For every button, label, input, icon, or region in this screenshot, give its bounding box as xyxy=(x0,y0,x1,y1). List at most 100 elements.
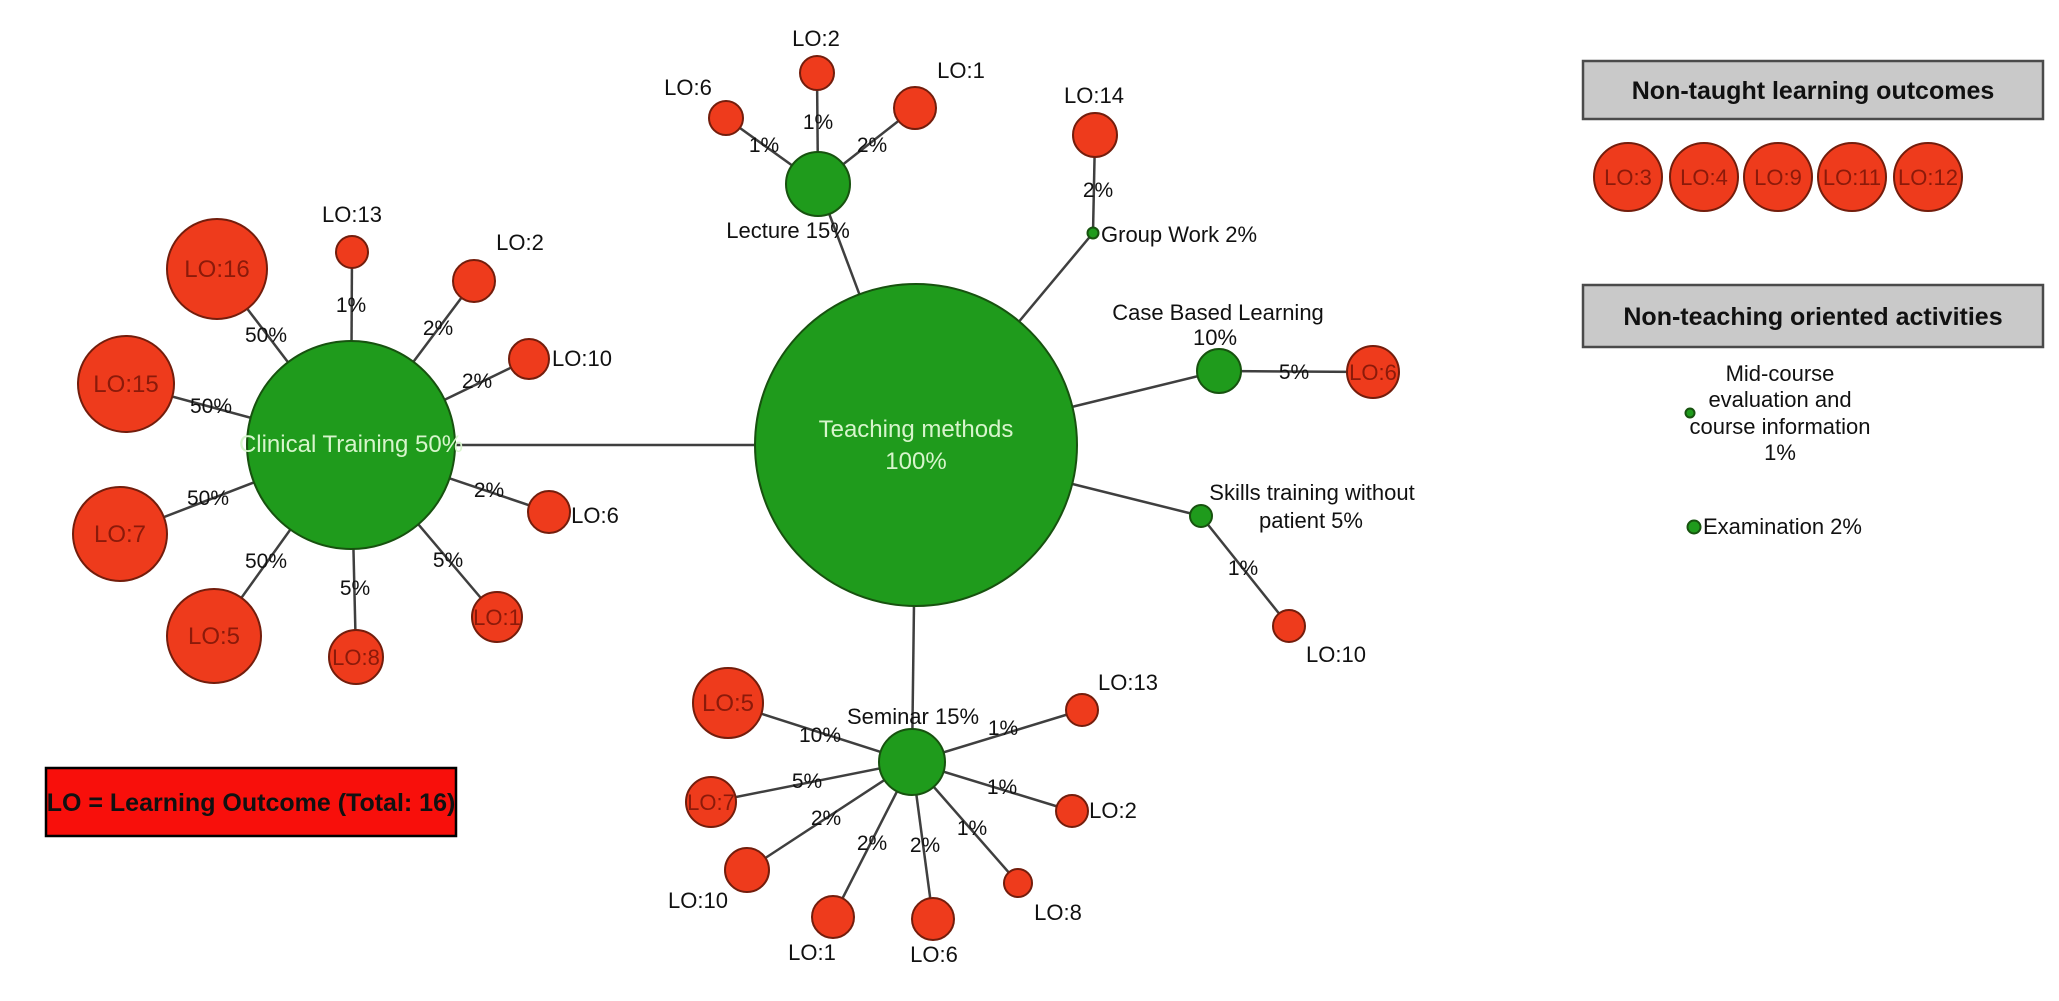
non-taught-header-title: Non-taught learning outcomes xyxy=(1632,77,1995,105)
pct-lecture-lo6: 1% xyxy=(749,134,779,157)
node-seminar-lo1 xyxy=(811,895,855,939)
pct-clinical-lo5: 50% xyxy=(245,550,287,573)
edge-labels: 1% 1% 2% 2% 5% 1% 50% 1% 2% 50% 2% 2% 50… xyxy=(187,111,1309,857)
node-clinical-training xyxy=(246,340,456,550)
pct-seminar-lo5: 10% xyxy=(799,724,841,747)
pct-clinical-lo6: 2% xyxy=(474,479,504,502)
label-midcourse-line1: Mid-course xyxy=(1726,361,1835,386)
pct-lecture-lo2: 1% xyxy=(803,111,833,134)
label-case-based-line1: Case Based Learning xyxy=(1112,300,1324,325)
node-groupwork-lo14 xyxy=(1072,112,1118,158)
node-outer-labels: LO:6 LO:2 LO:1 LO:14 LO:13 LO:2 LO:10 LO… xyxy=(322,26,1366,967)
pct-clinical-lo16: 50% xyxy=(245,324,287,347)
label-groupwork-lo14: LO:14 xyxy=(1064,83,1124,108)
label-clinical-lo2: LO:2 xyxy=(496,230,544,255)
label-nontaught-lo3: LO:3 xyxy=(1604,165,1652,190)
label-clinical-lo15: LO:15 xyxy=(93,371,158,398)
label-clinical-lo10: LO:10 xyxy=(552,346,612,371)
method-nodes xyxy=(246,151,1242,796)
label-teaching-methods-line2: 100% xyxy=(885,448,946,475)
node-seminar-lo10 xyxy=(724,847,770,893)
node-seminar-lo8 xyxy=(1003,868,1033,898)
node-nontaught-lo3 xyxy=(1593,142,1663,212)
node-clinical-lo13 xyxy=(335,235,369,269)
label-clinical-lo16: LO:16 xyxy=(184,256,249,283)
label-seminar-lo13: LO:13 xyxy=(1098,670,1158,695)
label-nontaught-lo11: LO:11 xyxy=(1823,165,1881,190)
node-clinical-lo1 xyxy=(471,591,523,643)
non-taught-header-box xyxy=(1581,59,2045,121)
pct-seminar-lo1: 2% xyxy=(857,832,887,855)
label-clinical-lo8: LO:8 xyxy=(332,645,380,670)
label-seminar-lo8: LO:8 xyxy=(1034,900,1082,925)
node-skills-training xyxy=(1189,504,1213,528)
label-midcourse-line2: evaluation and xyxy=(1708,387,1851,412)
node-case-based-learning xyxy=(1196,348,1242,394)
node-seminar-lo13 xyxy=(1065,693,1099,727)
label-seminar-lo5: LO:5 xyxy=(702,690,754,717)
non-teaching-header-box xyxy=(1581,283,2045,349)
non-teaching-header-title: Non-teaching oriented activities xyxy=(1623,303,2002,331)
label-seminar-lo6: LO:6 xyxy=(910,942,958,967)
pct-clinical-lo8: 5% xyxy=(340,577,370,600)
node-clinical-lo10 xyxy=(508,338,550,380)
pct-seminar-lo10: 2% xyxy=(811,807,841,830)
node-seminar-lo5 xyxy=(692,667,764,739)
label-seminar-lo2: LO:2 xyxy=(1089,798,1137,823)
label-clinical-lo7: LO:7 xyxy=(94,521,146,548)
label-skills-lo10: LO:10 xyxy=(1306,642,1366,667)
label-clinical-lo1: LO:1 xyxy=(473,605,521,630)
pct-seminar-lo2: 1% xyxy=(987,776,1017,799)
label-seminar-lo10: LO:10 xyxy=(668,888,728,913)
node-lecture-lo1 xyxy=(893,86,937,130)
legend-text: LO = Learning Outcome (Total: 16) xyxy=(47,789,456,817)
node-lecture-lo2 xyxy=(799,55,835,91)
label-lecture: Lecture 15% xyxy=(726,218,850,243)
label-casebased-lo6: LO:6 xyxy=(1349,360,1397,385)
node-midcourse-dot xyxy=(1684,407,1696,419)
node-seminar-lo2 xyxy=(1055,794,1089,828)
node-nontaught-lo11 xyxy=(1817,142,1887,212)
label-midcourse-line4: 1% xyxy=(1764,440,1796,465)
node-teaching-methods xyxy=(754,283,1078,607)
pct-skills-lo10: 1% xyxy=(1228,557,1258,580)
pct-clinical-lo15: 50% xyxy=(190,395,232,418)
pct-clinical-lo10: 2% xyxy=(462,370,492,393)
node-lecture-lo6 xyxy=(708,100,744,136)
label-nontaught-lo12: LO:12 xyxy=(1898,165,1958,190)
node-clinical-lo8 xyxy=(328,629,384,685)
pct-lecture-lo1: 2% xyxy=(857,134,887,157)
pct-seminar-lo7: 5% xyxy=(792,770,822,793)
label-teaching-methods-line1: Teaching methods xyxy=(819,416,1014,443)
node-clinical-lo15 xyxy=(77,335,175,433)
label-nontaught-lo4: LO:4 xyxy=(1680,165,1728,190)
label-lecture-lo1: LO:1 xyxy=(937,58,985,83)
label-clinical-lo5: LO:5 xyxy=(188,623,240,650)
label-examination: Examination 2% xyxy=(1703,514,1862,539)
node-clinical-lo5 xyxy=(166,588,262,684)
pct-clinical-lo1: 5% xyxy=(433,549,463,572)
label-seminar-lo7: LO:7 xyxy=(687,790,735,815)
label-skills-line1: Skills training without xyxy=(1209,480,1414,505)
label-skills-line2: patient 5% xyxy=(1259,508,1363,533)
pct-seminar-lo8: 1% xyxy=(957,817,987,840)
node-seminar xyxy=(878,728,946,796)
node-casebased-lo6 xyxy=(1346,345,1400,399)
method-labels: Lecture 15% Seminar 15% Group Work 2% Ca… xyxy=(726,218,1414,729)
panel-non-taught: Non-taught learning outcomes LO:3 LO:4 L… xyxy=(1581,59,2045,212)
label-midcourse-line3: course information xyxy=(1690,414,1871,439)
node-inner-labels: Teaching methods 100% Clinical Training … xyxy=(93,256,1397,815)
node-clinical-lo2 xyxy=(452,259,496,303)
lo-nodes xyxy=(72,55,1400,941)
label-seminar: Seminar 15% xyxy=(847,704,979,729)
pct-clinical-lo2: 2% xyxy=(423,317,453,340)
node-examination-dot xyxy=(1686,519,1702,535)
panel-non-teaching: Non-teaching oriented activities Mid-cou… xyxy=(1581,283,2045,539)
legend-box xyxy=(44,766,458,838)
pct-clinical-lo7: 50% xyxy=(187,487,229,510)
label-group-work: Group Work 2% xyxy=(1101,222,1257,247)
label-case-based-line2: 10% xyxy=(1193,325,1237,350)
node-clinical-lo16 xyxy=(166,218,268,320)
node-clinical-lo7 xyxy=(72,486,168,582)
